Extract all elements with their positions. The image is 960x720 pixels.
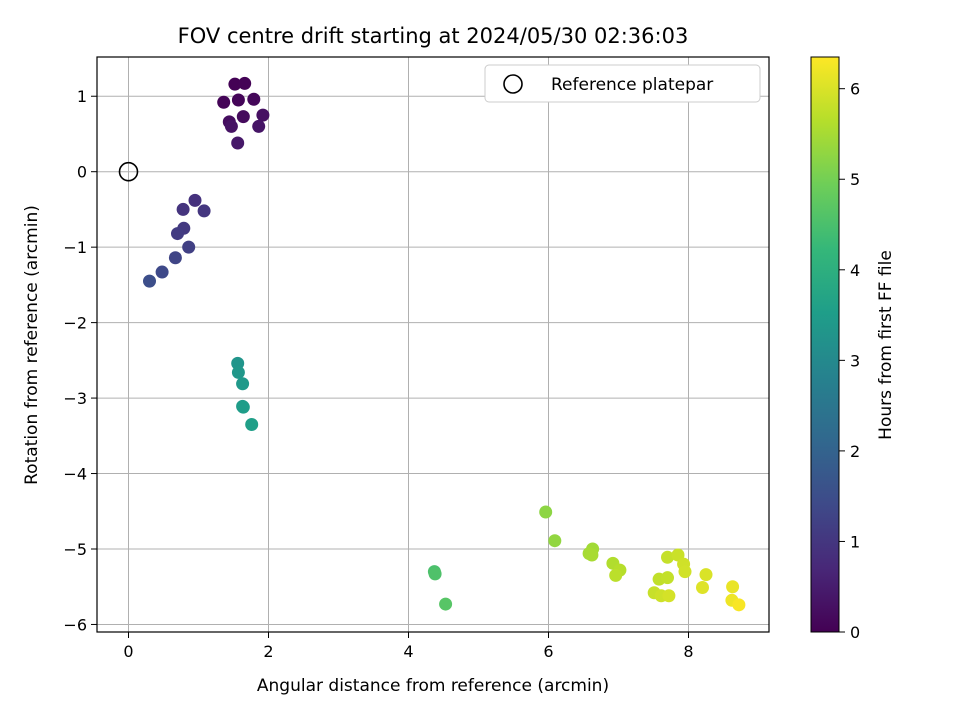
colorbar-tick-label: 6 bbox=[850, 80, 860, 99]
data-point bbox=[256, 108, 270, 122]
data-point bbox=[696, 580, 709, 594]
data-point bbox=[236, 377, 250, 391]
chart-title: FOV centre drift starting at 2024/05/30 … bbox=[178, 24, 689, 48]
data-point bbox=[439, 597, 453, 611]
legend: Reference platepar bbox=[484, 64, 761, 103]
y-tick-label: 0 bbox=[77, 163, 87, 182]
grid-lines bbox=[97, 57, 769, 632]
data-point bbox=[168, 251, 182, 265]
y-tick-label: −5 bbox=[63, 540, 87, 559]
y-tick-label: 1 bbox=[77, 87, 87, 106]
data-point bbox=[548, 534, 562, 548]
colorbar-tick-label: 1 bbox=[850, 532, 860, 551]
colorbar-tick-label: 4 bbox=[850, 261, 860, 280]
legend-marker-icon bbox=[503, 74, 523, 94]
data-point bbox=[197, 204, 211, 218]
colorbar-tick-label: 0 bbox=[850, 623, 860, 642]
data-point bbox=[661, 571, 674, 585]
y-tick-label: −4 bbox=[63, 465, 87, 484]
x-tick-label: 6 bbox=[543, 642, 553, 661]
y-tick-label: −2 bbox=[63, 314, 87, 333]
y-tick-label: −3 bbox=[63, 389, 87, 408]
colorbar-strip bbox=[810, 56, 840, 633]
x-tick-label: 2 bbox=[263, 642, 273, 661]
y-axis-ticks: 1 0 −1 −2 −3 −4 −5 −6 bbox=[63, 87, 97, 634]
data-point bbox=[228, 77, 242, 91]
colorbar-title: Hours from first FF file bbox=[876, 250, 896, 440]
reference-platepar-marker bbox=[118, 161, 139, 182]
data-point bbox=[245, 417, 259, 431]
data-point bbox=[238, 76, 252, 90]
data-point bbox=[539, 505, 553, 519]
y-tick-label: −6 bbox=[63, 615, 87, 634]
legend-label: Reference platepar bbox=[551, 75, 713, 95]
data-point bbox=[217, 95, 231, 109]
data-point bbox=[182, 240, 196, 254]
data-point bbox=[252, 119, 266, 133]
colorbar-tick-label: 5 bbox=[850, 170, 860, 189]
data-point bbox=[726, 580, 740, 594]
data-point bbox=[236, 110, 250, 124]
colorbar-ticks: 0 1 2 3 4 5 6 bbox=[839, 80, 860, 642]
data-point bbox=[732, 598, 746, 612]
data-points bbox=[143, 76, 746, 612]
colorbar-tick-label: 3 bbox=[850, 351, 860, 370]
data-point bbox=[188, 193, 202, 207]
data-point bbox=[609, 568, 623, 582]
data-point bbox=[155, 265, 169, 279]
data-point bbox=[428, 567, 442, 581]
legend-box bbox=[484, 64, 761, 103]
x-tick-label: 8 bbox=[683, 642, 693, 661]
data-point bbox=[143, 274, 156, 288]
data-point bbox=[231, 365, 245, 379]
y-tick-label: −1 bbox=[63, 238, 87, 257]
data-point bbox=[171, 227, 184, 241]
x-axis-title: Angular distance from reference (arcmin) bbox=[257, 676, 609, 696]
data-point bbox=[662, 589, 676, 603]
data-point bbox=[231, 93, 245, 107]
x-tick-label: 4 bbox=[403, 642, 413, 661]
data-point bbox=[699, 568, 713, 582]
data-point bbox=[678, 565, 692, 579]
data-point bbox=[176, 202, 190, 216]
data-point bbox=[585, 548, 599, 562]
data-point bbox=[247, 92, 261, 106]
data-point bbox=[236, 400, 250, 414]
plot-area-frame bbox=[96, 56, 770, 633]
data-point bbox=[224, 119, 238, 133]
data-point bbox=[231, 136, 245, 150]
y-axis-title: Rotation from reference (arcmin) bbox=[22, 205, 42, 485]
x-axis-ticks: 0 2 4 6 8 bbox=[123, 632, 694, 661]
x-tick-label: 0 bbox=[123, 642, 133, 661]
colorbar-tick-label: 2 bbox=[850, 442, 860, 461]
data-point bbox=[661, 550, 674, 564]
colorbar: 0 1 2 3 4 5 6 Hours from first FF file bbox=[810, 56, 896, 642]
